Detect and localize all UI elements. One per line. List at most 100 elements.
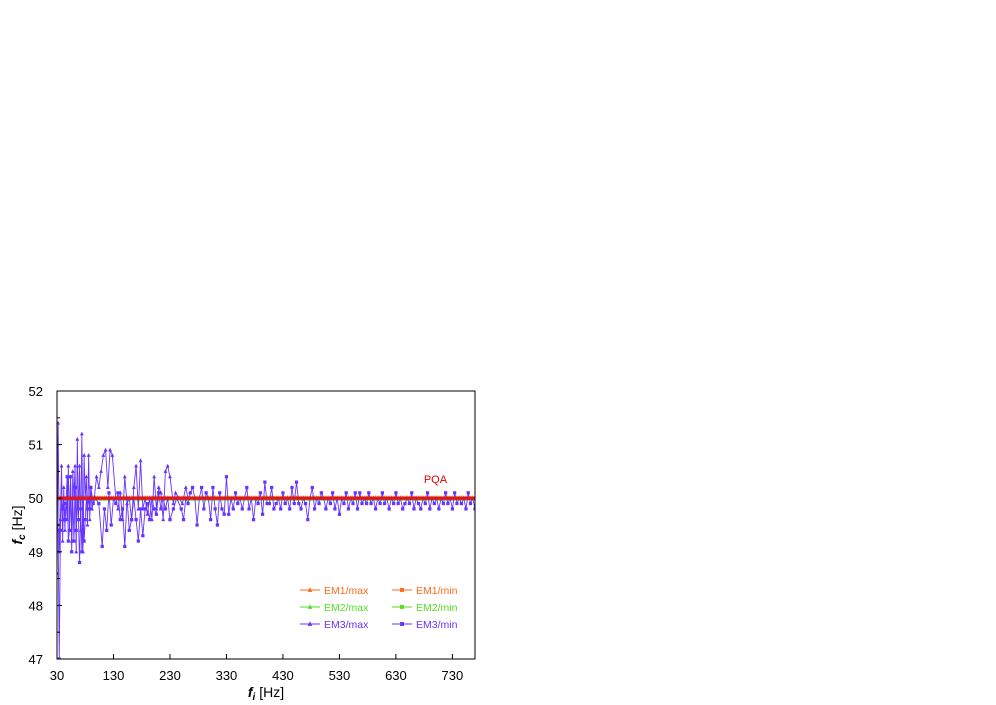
point-em3-min-86 bbox=[222, 512, 226, 516]
point-em3-min-123 bbox=[306, 518, 310, 522]
point-em3-min-187 bbox=[450, 507, 455, 511]
point-em3-min-147 bbox=[360, 501, 364, 506]
legend-marker-em1-max bbox=[307, 587, 313, 592]
point-em3-min-184 bbox=[444, 491, 448, 495]
point-em3-min-115 bbox=[288, 507, 292, 511]
annotation-0: PQA bbox=[424, 474, 448, 486]
point-em3-min-97 bbox=[247, 507, 251, 511]
point-em3-min-102 bbox=[258, 491, 262, 495]
point-em3-min-107 bbox=[270, 485, 274, 490]
point-em3-max-14 bbox=[70, 469, 75, 473]
point-em3-min-67 bbox=[179, 507, 183, 511]
legend-marker-em2-max bbox=[307, 604, 313, 609]
point-em3-min-52 bbox=[141, 534, 145, 538]
point-em3-min-116 bbox=[290, 485, 294, 490]
point-em3-max-55 bbox=[145, 511, 150, 516]
point-em3-min-19 bbox=[76, 518, 81, 522]
point-em3-min-177 bbox=[428, 507, 432, 511]
point-em3-min-80 bbox=[209, 518, 213, 522]
point-em3-min-24 bbox=[82, 539, 86, 543]
point-em3-max-67 bbox=[173, 490, 178, 495]
point-em3-min-195 bbox=[468, 501, 473, 506]
y-tick-label-3: 50 bbox=[29, 491, 43, 506]
point-em3-min-60 bbox=[159, 507, 163, 511]
point-em3-max-33 bbox=[94, 474, 99, 479]
point-em3-max-36 bbox=[101, 453, 106, 457]
point-em3-min-59 bbox=[157, 491, 161, 495]
x-tick-label-3: 330 bbox=[216, 668, 238, 683]
point-em3-max-26 bbox=[84, 474, 89, 479]
point-em3-max-29 bbox=[87, 517, 92, 522]
point-em3-min-134 bbox=[331, 491, 335, 495]
point-em3-min-144 bbox=[353, 491, 357, 495]
point-em3-min-76 bbox=[199, 485, 204, 490]
point-em3-max-10 bbox=[66, 463, 71, 468]
point-em3-min-197 bbox=[473, 507, 475, 511]
point-em3-min-8 bbox=[64, 501, 68, 506]
point-em3-min-165 bbox=[401, 507, 405, 511]
legend-label-em1-max: EM1/max bbox=[324, 585, 369, 597]
point-em3-max-64 bbox=[165, 463, 170, 468]
point-em3-max-24 bbox=[82, 453, 87, 457]
x-axis-title: fi [Hz] bbox=[248, 684, 284, 703]
point-em3-min-51 bbox=[138, 507, 143, 511]
point-em3-min-161 bbox=[392, 501, 396, 506]
axes: 30 130 230 330 430 530 630 730 47 48 49 50 51 52 fi [H… bbox=[9, 384, 476, 703]
point-em3-min-105 bbox=[265, 501, 269, 506]
legend-label-em1-min: EM1/min bbox=[416, 585, 458, 597]
point-em3-min-193 bbox=[464, 507, 468, 511]
point-em3-min-176 bbox=[425, 491, 430, 495]
point-em3-min-70 bbox=[186, 501, 190, 506]
point-em3-min-181 bbox=[437, 507, 441, 511]
point-em3-min-135 bbox=[333, 507, 337, 511]
point-em3-min-37 bbox=[107, 491, 111, 495]
point-em3-min-64 bbox=[168, 518, 172, 522]
point-em3-min-143 bbox=[351, 501, 355, 506]
point-em3-min-155 bbox=[378, 501, 382, 506]
point-em3-min-25 bbox=[83, 518, 87, 522]
legend-label-em3-max: EM3/max bbox=[324, 619, 369, 631]
point-em3-min-109 bbox=[274, 501, 278, 506]
point-em3-max-35 bbox=[99, 469, 103, 473]
point-em3-min-99 bbox=[251, 518, 256, 522]
point-em3-min-65 bbox=[171, 507, 175, 511]
point-em3-min-191 bbox=[459, 501, 464, 506]
point-em3-max-16 bbox=[73, 463, 77, 468]
point-em3-min-91 bbox=[233, 491, 238, 495]
point-em3-min-157 bbox=[383, 501, 387, 506]
point-em3-max-28 bbox=[86, 453, 91, 457]
point-em3-min-183 bbox=[441, 501, 445, 506]
point-em3-min-120 bbox=[299, 507, 303, 511]
point-em3-min-3 bbox=[58, 528, 63, 532]
point-em3-max-45 bbox=[122, 474, 127, 479]
point-em3-max-42 bbox=[116, 506, 120, 511]
point-em3-min-90 bbox=[231, 507, 235, 511]
x-tick-label-4: 430 bbox=[272, 668, 294, 683]
y-tick-label-4: 51 bbox=[29, 438, 43, 453]
point-em3-min-172 bbox=[416, 501, 421, 506]
point-em3-min-175 bbox=[423, 501, 427, 506]
point-em3-min-85 bbox=[220, 507, 224, 511]
point-em3-min-168 bbox=[407, 501, 412, 506]
point-em3-min-163 bbox=[396, 501, 400, 506]
point-em3-min-68 bbox=[181, 518, 186, 522]
point-em3-min-103 bbox=[260, 512, 265, 516]
point-em3-min-2 bbox=[57, 657, 61, 659]
point-em3-min-1 bbox=[57, 528, 60, 532]
point-em3-max-34 bbox=[96, 485, 101, 489]
point-em3-min-179 bbox=[432, 501, 436, 506]
point-em3-min-34 bbox=[100, 544, 104, 549]
point-em3-min-27 bbox=[85, 507, 90, 511]
legend-label-em3-min: EM3/min bbox=[416, 619, 458, 631]
point-em3-max-4 bbox=[59, 463, 64, 468]
legend-marker-em3-min bbox=[400, 622, 404, 626]
point-em3-min-188 bbox=[453, 491, 457, 495]
point-em3-max-22 bbox=[79, 431, 84, 436]
y-tick-label-0: 47 bbox=[29, 652, 43, 667]
legend-label-em2-min: EM2/min bbox=[416, 602, 458, 614]
point-em3-min-15 bbox=[72, 539, 76, 543]
point-em3-max-37 bbox=[103, 447, 108, 452]
point-em3-min-22 bbox=[80, 550, 84, 554]
point-em3-min-189 bbox=[455, 501, 459, 506]
point-em3-min-9 bbox=[65, 475, 69, 479]
